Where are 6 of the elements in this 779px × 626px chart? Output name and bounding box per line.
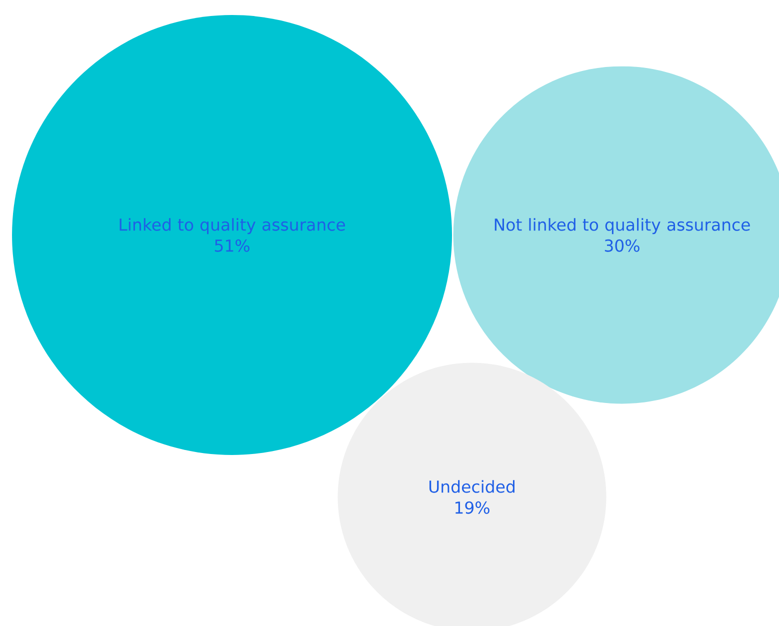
category-label: Undecided [429,480,514,493]
data-label: 19% [455,501,490,514]
data-label: 51% [214,239,250,252]
category-label: Linked to quality assurance [120,218,345,234]
category-label: Not linked to quality assurance [494,218,750,234]
data-label: 30% [604,239,640,252]
